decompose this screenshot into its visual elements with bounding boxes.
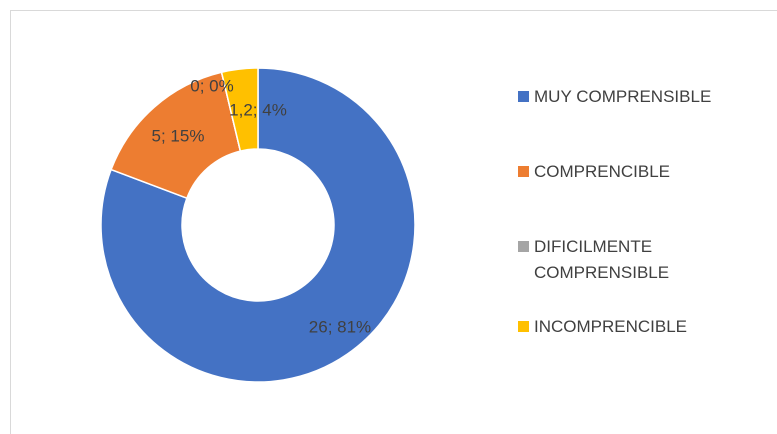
data-label: 1,2; 4% [229,100,287,119]
chart-border [10,10,777,434]
legend-swatch [518,166,529,177]
legend-label: MUY COMPRENSIBLE [534,87,712,106]
legend-label: COMPRENCIBLE [534,162,671,181]
data-label: 0; 0% [190,76,233,95]
legend-swatch [518,241,529,252]
data-label: 26; 81% [309,317,371,336]
legend-label: INCOMPRENCIBLE [534,317,688,336]
legend-item: DIFICILMENTE COMPRENSIBLE [518,234,748,286]
legend-label: DIFICILMENTE COMPRENSIBLE [534,237,670,282]
legend-item: COMPRENCIBLE [518,159,748,185]
donut-slice [220,67,259,152]
legend-item: INCOMPRENCIBLE [518,314,748,340]
legend-swatch [518,91,529,102]
legend-swatch [518,321,529,332]
data-label: 5; 15% [152,126,205,145]
donut-slice [100,67,416,383]
legend-item: MUY COMPRENSIBLE [518,84,748,110]
